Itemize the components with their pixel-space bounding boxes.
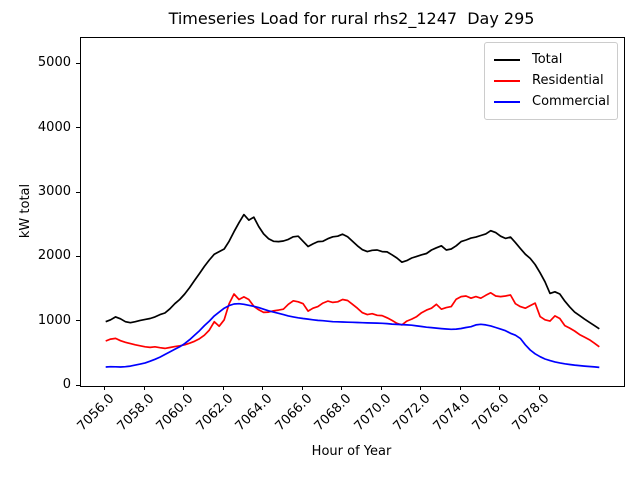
series-line-residential: [105, 291, 600, 350]
y-tick-mark: [75, 127, 80, 129]
x-tick-label: 7072.0: [390, 391, 434, 435]
x-tick-mark: [104, 386, 106, 390]
legend-label: Total: [532, 52, 563, 67]
x-tick-mark: [183, 386, 185, 390]
x-tick-label: 7070.0: [351, 391, 395, 435]
y-tick-mark: [75, 62, 80, 64]
y-tick-label: 5000: [37, 55, 71, 71]
y-tick-label: 1000: [37, 312, 71, 328]
legend-item-total: Total: [494, 49, 609, 70]
x-tick-label: 7064.0: [232, 391, 276, 435]
x-tick-label: 7076.0: [469, 391, 513, 435]
legend-swatch-total: [494, 58, 520, 61]
chart-title: Timeseries Load for rural rhs2_1247 Day …: [168, 9, 535, 28]
x-tick-label: 7062.0: [193, 391, 237, 435]
x-tick-mark: [538, 386, 540, 390]
y-tick-label: 4000: [37, 119, 71, 135]
series-lines-svg: [105, 213, 600, 369]
x-tick-label: 7066.0: [272, 391, 316, 435]
x-tick-label: 7058.0: [114, 391, 158, 435]
x-tick-label: 7078.0: [509, 391, 552, 435]
x-tick-mark: [143, 386, 145, 390]
x-tick-mark: [301, 386, 303, 390]
x-tick-mark: [262, 386, 264, 390]
x-tick-mark: [459, 386, 461, 390]
series-line-commercial: [105, 302, 600, 369]
y-tick-mark: [75, 191, 80, 193]
x-tick-label: 7068.0: [311, 391, 355, 435]
x-axis-label: Hour of Year: [311, 444, 392, 459]
y-tick-mark: [75, 320, 80, 322]
legend: Total Residential Commercial: [484, 42, 618, 120]
x-tick-label: 7074.0: [430, 391, 474, 435]
y-tick-label: 2000: [37, 248, 71, 264]
x-tick-mark: [380, 386, 382, 390]
x-tick-label: 7060.0: [153, 391, 197, 435]
legend-swatch-commercial: [494, 100, 520, 103]
y-tick-mark: [75, 384, 80, 386]
x-tick-label: 7056.0: [74, 391, 118, 435]
legend-label: Commercial: [532, 94, 610, 109]
x-tick-mark: [341, 386, 343, 390]
legend-label: Residential: [532, 73, 604, 88]
legend-item-residential: Residential: [494, 70, 609, 91]
legend-item-commercial: Commercial: [494, 91, 610, 112]
x-tick-mark: [499, 386, 501, 390]
y-tick-mark: [75, 255, 80, 257]
plot-area: Total Residential Commercial: [80, 37, 625, 387]
x-tick-mark: [420, 386, 422, 390]
x-tick-mark: [222, 386, 224, 390]
series-line-total: [105, 213, 600, 330]
legend-swatch-residential: [494, 79, 520, 82]
y-tick-label: 3000: [37, 184, 71, 200]
y-tick-label: 0: [62, 377, 71, 392]
